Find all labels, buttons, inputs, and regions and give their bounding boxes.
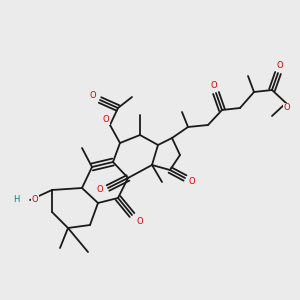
Text: H: H <box>14 196 20 205</box>
Text: O: O <box>90 92 96 100</box>
Text: O: O <box>277 61 283 70</box>
Text: O: O <box>211 82 217 91</box>
Text: O: O <box>32 196 39 205</box>
Text: O: O <box>137 218 143 226</box>
Text: O: O <box>97 185 103 194</box>
Text: O: O <box>284 103 290 112</box>
Text: O: O <box>103 116 109 124</box>
Text: O: O <box>189 178 195 187</box>
